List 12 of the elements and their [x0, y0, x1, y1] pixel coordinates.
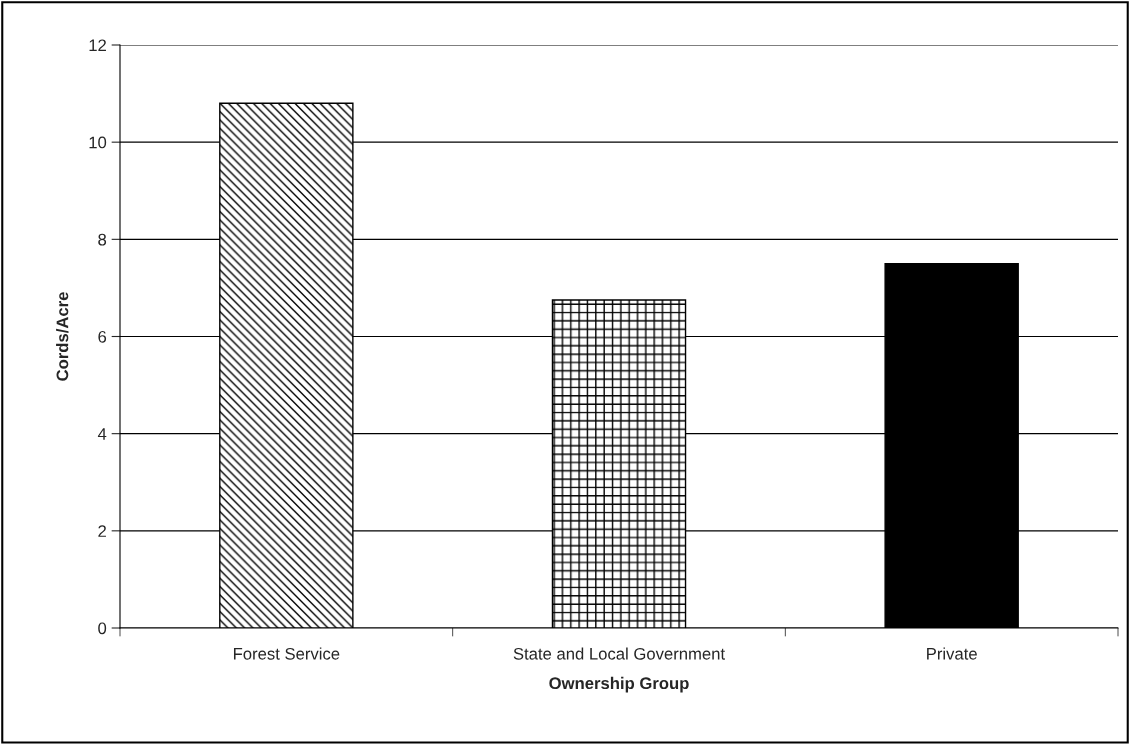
x-tick-label: Forest Service	[233, 647, 340, 660]
y-tick-label: 8	[98, 233, 107, 246]
y-tick-label: 0	[98, 622, 107, 635]
y-tick-label: 12	[89, 39, 106, 52]
y-tick-label: 4	[97, 428, 107, 440]
y-tick-label: 2	[98, 525, 106, 537]
x-axis-title: Ownership Group	[549, 676, 689, 693]
y-axis-title: Cords/Acre	[56, 292, 69, 381]
x-tick-label: State and Local Government	[513, 647, 725, 660]
y-tick-label: 10	[89, 136, 107, 149]
x-tick-label: Private	[927, 647, 977, 660]
y-tick-label: 6	[98, 330, 107, 343]
